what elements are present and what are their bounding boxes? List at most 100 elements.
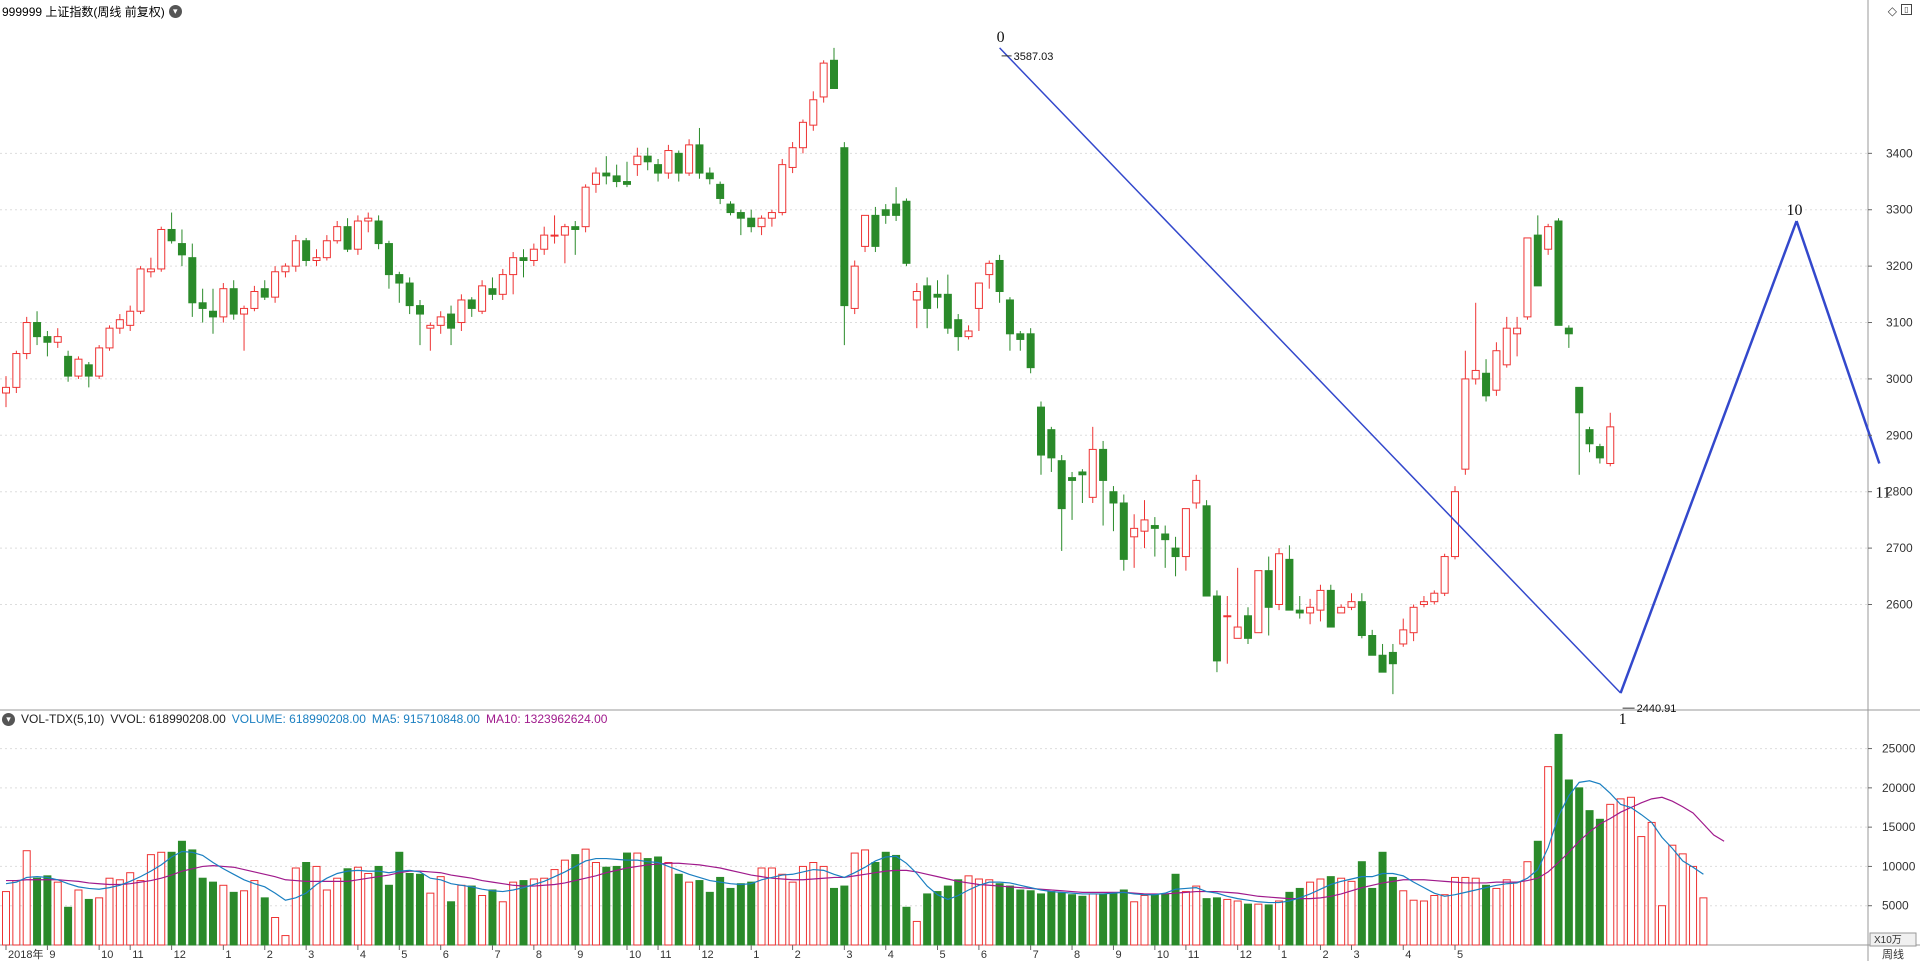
candle: [188, 243, 197, 317]
candle-body: [643, 155, 652, 163]
volume-bar: [1606, 803, 1615, 946]
candle-body: [1275, 553, 1284, 605]
candle-body: [302, 240, 311, 261]
candle-body: [1181, 508, 1190, 558]
date-tick-label: 3: [308, 949, 314, 961]
volume-bar: [209, 881, 217, 946]
volume-bar: [1295, 887, 1304, 946]
date-tick-label: 5: [1457, 949, 1463, 961]
candle-body: [1150, 525, 1159, 529]
candle-body: [395, 274, 404, 284]
volume-bar: [136, 880, 145, 946]
volume-bar: [1306, 881, 1315, 946]
candle: [1140, 500, 1149, 549]
candle: [912, 283, 921, 329]
date-tick-label: 10: [1157, 949, 1169, 961]
candle-body: [457, 299, 466, 324]
candle: [1409, 604, 1418, 642]
candle-body: [374, 220, 383, 245]
candle: [302, 237, 311, 267]
candle: [1026, 328, 1035, 374]
candle: [685, 139, 694, 176]
candle: [95, 345, 104, 379]
candle: [623, 161, 631, 188]
volume-bar: [1057, 892, 1066, 946]
candle: [581, 184, 590, 233]
candle-body: [1264, 570, 1273, 608]
candle-body: [602, 172, 611, 177]
candle-body: [1337, 606, 1346, 614]
candle-body: [1171, 547, 1180, 558]
volume-bar: [1202, 898, 1211, 946]
volume-bar: [416, 873, 424, 946]
candle: [198, 288, 207, 323]
candle-body: [798, 121, 807, 149]
volume-bar: [302, 862, 311, 946]
volume-bar: [861, 849, 870, 946]
price-tick-label: 3100: [1886, 316, 1913, 330]
volume-bar: [488, 889, 497, 946]
candle: [571, 221, 580, 255]
candle-body: [581, 186, 590, 228]
candle: [1078, 469, 1087, 503]
candle-body: [64, 355, 73, 377]
wave-value: 2440.91: [1637, 703, 1677, 715]
candle: [643, 147, 652, 171]
candle-body: [1088, 448, 1097, 498]
price-tick-label: 2600: [1886, 597, 1913, 611]
candle: [830, 47, 838, 89]
candle: [726, 201, 735, 216]
candle-body: [467, 299, 476, 309]
ma5-value: MA5: 915710848.00: [371, 712, 480, 726]
candle: [260, 280, 269, 300]
volume-bar: [1616, 798, 1625, 946]
diamond-icon[interactable]: ◇: [1887, 4, 1897, 18]
volume-bar: [716, 876, 725, 946]
date-tick-label: 8: [1074, 949, 1080, 961]
candle: [788, 142, 797, 174]
date-tick-label: 7: [1033, 949, 1039, 961]
toolbar-icons: ◇ ▯: [1888, 4, 1912, 18]
candle: [747, 209, 756, 233]
candle: [416, 299, 424, 346]
window-toggle-icon[interactable]: ▯: [1901, 4, 1912, 15]
candle-body: [1440, 556, 1449, 594]
volume-bar: [1585, 810, 1594, 946]
volume-bar: [767, 867, 776, 946]
candle: [1378, 643, 1387, 673]
volume-bar: [1337, 877, 1346, 946]
candle: [209, 288, 217, 334]
candle-body: [1254, 570, 1263, 634]
candle-body: [1026, 333, 1035, 369]
candle-body: [767, 212, 776, 219]
candle-body: [478, 285, 487, 312]
candle: [1109, 486, 1118, 532]
volume-bar: [395, 851, 404, 946]
candle-body: [529, 248, 538, 261]
date-tick-label: 9: [1115, 949, 1121, 961]
chevron-down-icon[interactable]: ▾: [168, 5, 182, 18]
candle: [943, 274, 952, 334]
candle-body: [1399, 629, 1408, 645]
candle-body: [43, 336, 52, 343]
volume-bar: [736, 883, 745, 946]
candle: [219, 283, 228, 323]
chevron-down-icon[interactable]: ▾: [2, 712, 15, 726]
volume-bar: [798, 865, 807, 946]
candle-body: [1430, 592, 1439, 603]
candle: [560, 223, 569, 264]
candle: [654, 158, 663, 182]
candle: [509, 252, 518, 295]
candle-body: [923, 285, 932, 309]
volume-bar: [1440, 894, 1449, 946]
candle: [591, 167, 600, 193]
volume-bar: [685, 881, 694, 946]
volume-bar: [1668, 844, 1677, 946]
volume-bar: [64, 906, 73, 946]
volume-bar: [1451, 876, 1459, 946]
volume-bar: [581, 848, 590, 946]
candle: [881, 204, 890, 224]
candle: [892, 187, 901, 222]
volume-bar: [1533, 840, 1542, 946]
